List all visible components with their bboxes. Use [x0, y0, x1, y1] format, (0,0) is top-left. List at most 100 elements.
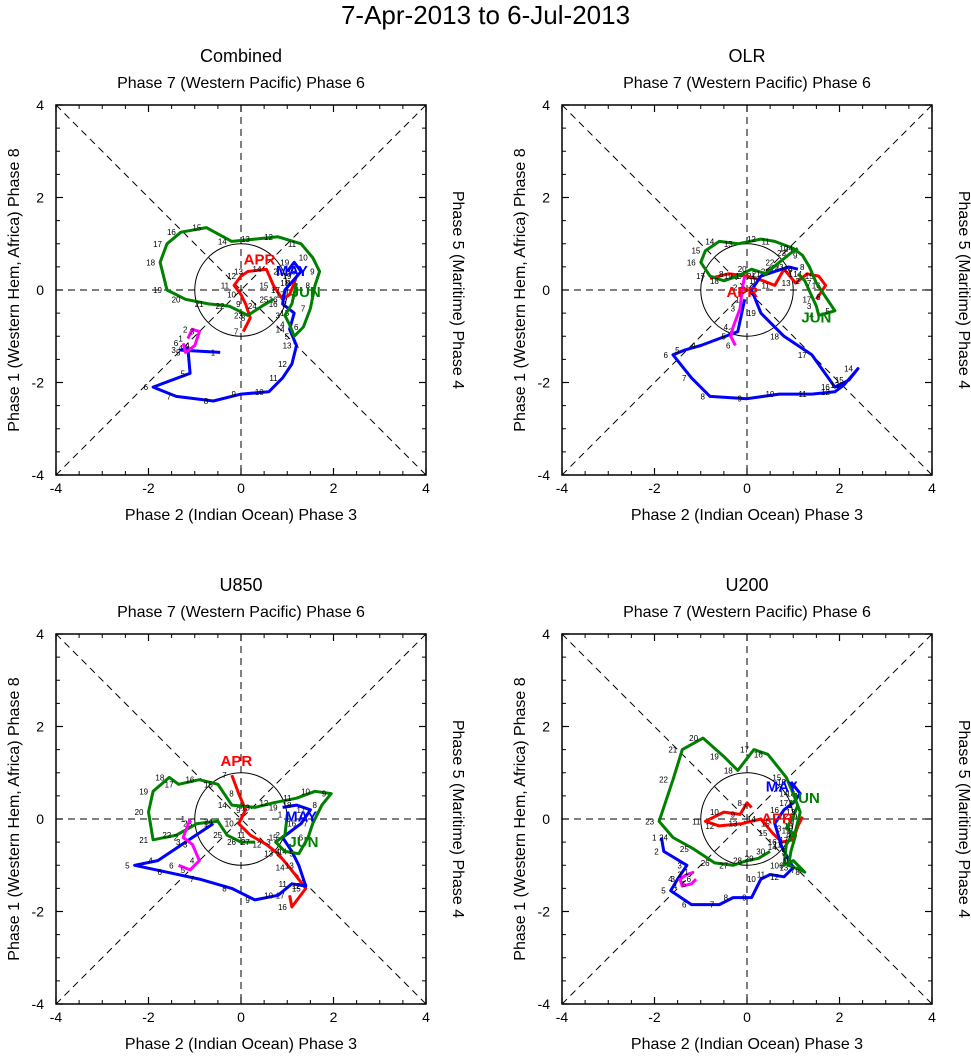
day-label: 16: [185, 776, 194, 785]
day-label: 18: [280, 279, 289, 288]
day-label: 25: [680, 845, 689, 854]
day-label: 3: [731, 305, 736, 314]
panel-title: U850: [219, 575, 262, 595]
day-label: 1: [684, 868, 689, 877]
diagonal-guide: [55, 633, 427, 1005]
day-label: 27: [719, 861, 728, 870]
day-label: 13: [285, 861, 294, 870]
day-label: 6: [144, 383, 149, 392]
day-label: 19: [153, 286, 162, 295]
day-label: 3: [176, 838, 181, 847]
day-label: 19: [777, 778, 786, 787]
day-label: 10: [749, 277, 758, 286]
day-label: 5: [125, 861, 130, 870]
day-label: 17: [276, 891, 285, 900]
day-label: 14: [276, 864, 285, 873]
day-label: 2: [183, 325, 188, 334]
day-label: 19: [710, 753, 719, 762]
day-label: 17: [779, 836, 788, 845]
top-phase-label: Phase 7 (Western Pacific) Phase 6: [117, 75, 365, 92]
day-label: 2: [733, 284, 738, 293]
diagonal-guide: [55, 104, 427, 476]
day-label: 14: [779, 790, 788, 799]
day-label: 5: [285, 332, 290, 341]
day-label: 4: [148, 857, 153, 866]
day-label: 20: [689, 734, 698, 743]
day-label: 8: [204, 397, 209, 406]
day-label: 9: [310, 268, 315, 277]
day-label: 11: [761, 281, 770, 290]
x-tick-label: -4: [50, 480, 63, 496]
x-tick-label: 2: [836, 480, 844, 496]
day-label: 9: [742, 894, 747, 903]
month-label: MAY: [276, 263, 308, 280]
day-label: 10: [301, 787, 310, 796]
day-label: 25: [259, 295, 268, 304]
diagonal-guide: [55, 633, 427, 1005]
diagonal-guide: [561, 633, 933, 1005]
diagonal-guide: [55, 104, 427, 476]
day-label: 15: [192, 224, 201, 233]
day-label: 20: [738, 265, 747, 274]
day-label: 11: [237, 831, 246, 840]
y-tick-label: 0: [36, 282, 44, 298]
right-phase-label: Phase 5 (Maritime) Phase 4: [449, 191, 466, 389]
day-label: 10: [255, 388, 264, 397]
day-label: 16: [770, 806, 779, 815]
day-label: 8: [724, 894, 729, 903]
day-label: 3: [183, 840, 188, 849]
day-label: 1: [652, 834, 657, 843]
day-label: 19: [280, 258, 289, 267]
x-tick-label: 2: [330, 480, 338, 496]
top-phase-label: Phase 7 (Western Pacific) Phase 6: [623, 604, 871, 621]
x-axis-label: Phase 2 (Indian Ocean) Phase 3: [125, 1036, 357, 1053]
x-axis-label: Phase 2 (Indian Ocean) Phase 3: [631, 1036, 863, 1053]
y-tick-label: 4: [36, 97, 44, 113]
day-label: 8: [738, 799, 743, 808]
series-line-may: [659, 781, 802, 907]
day-label: 16: [167, 228, 176, 237]
day-label: 9: [738, 395, 743, 404]
day-label: 3: [275, 311, 280, 320]
day-label: 12: [227, 272, 236, 281]
y-tick-label: -2: [538, 375, 551, 391]
day-label: 4: [809, 311, 814, 320]
day-label: 4: [786, 831, 791, 840]
day-label: 15: [269, 834, 278, 843]
day-label: 16: [687, 258, 696, 267]
day-label: 4: [280, 321, 285, 330]
x-tick-label: -4: [556, 480, 569, 496]
day-label: 15: [772, 773, 781, 782]
top-phase-label: Phase 7 (Western Pacific) Phase 6: [623, 75, 871, 92]
y-axis-label: Phase 1 (Western Hem, Africa) Phase 8: [6, 148, 23, 431]
x-tick-label: 0: [237, 480, 245, 496]
day-label: 18: [710, 277, 719, 286]
day-label: 10: [770, 861, 779, 870]
day-label: 24: [784, 244, 793, 253]
right-phase-label: Phase 5 (Maritime) Phase 4: [955, 720, 971, 918]
day-label: 21: [668, 746, 677, 755]
day-label: 9: [322, 790, 327, 799]
day-label: 17: [696, 272, 705, 281]
y-tick-label: 0: [542, 282, 550, 298]
day-label: 19: [724, 272, 733, 281]
y-tick-label: 2: [542, 190, 550, 206]
day-label: 7: [190, 875, 195, 884]
day-label: 15: [805, 272, 814, 281]
day-label: 7: [222, 771, 227, 780]
day-label: 1: [287, 279, 292, 288]
day-label: 11: [761, 237, 770, 246]
day-label: 5: [675, 346, 680, 355]
day-label: 2: [174, 834, 179, 843]
panel-title: Combined: [200, 46, 282, 66]
series-line-may: [133, 803, 312, 902]
y-tick-label: 2: [542, 719, 550, 735]
day-label: 18: [287, 268, 296, 277]
y-tick-label: 4: [542, 97, 550, 113]
y-tick-label: -2: [538, 904, 551, 920]
day-label: 18: [155, 773, 164, 782]
day-label: 10: [225, 820, 234, 829]
day-label: 19: [269, 803, 278, 812]
